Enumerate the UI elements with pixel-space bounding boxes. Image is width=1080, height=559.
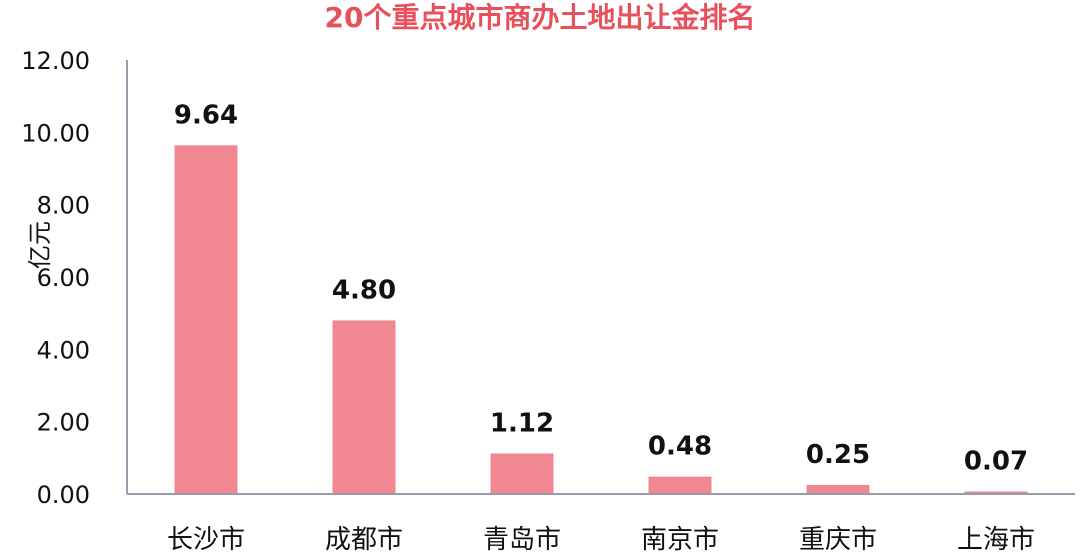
x-category-label: 上海市 bbox=[957, 525, 1035, 555]
data-label: 0.25 bbox=[806, 440, 870, 470]
data-label: 9.64 bbox=[174, 100, 238, 130]
y-tick-label: 0.00 bbox=[37, 481, 90, 509]
bar-1 bbox=[174, 145, 238, 494]
y-tick-label: 10.00 bbox=[21, 119, 90, 147]
x-category-label: 南京市 bbox=[641, 525, 719, 555]
bar-4 bbox=[648, 476, 712, 494]
bar-3 bbox=[490, 453, 554, 494]
data-label: 4.80 bbox=[332, 275, 396, 305]
bar-6 bbox=[964, 491, 1028, 494]
x-category-label: 成都市 bbox=[325, 525, 403, 555]
y-tick-label: 4.00 bbox=[37, 336, 90, 364]
data-label: 1.12 bbox=[490, 408, 554, 438]
y-tick-label: 6.00 bbox=[37, 264, 90, 292]
x-category-label: 青岛市 bbox=[483, 525, 561, 555]
y-axis: 0.00 2.00 4.00 6.00 8.00 10.00 12.00 亿元 bbox=[21, 47, 128, 509]
bars bbox=[174, 145, 1028, 494]
bar-2 bbox=[332, 320, 396, 494]
y-axis-title: 亿元 bbox=[26, 221, 54, 269]
chart-title: 20个重点城市商办土地出让金排名 bbox=[324, 1, 756, 34]
y-tick-label: 12.00 bbox=[21, 47, 90, 75]
y-tick-label: 2.00 bbox=[37, 409, 90, 437]
data-label: 0.48 bbox=[648, 432, 712, 462]
bar-5 bbox=[806, 484, 870, 494]
data-labels: 9.64 4.80 1.12 0.48 0.25 0.07 bbox=[174, 100, 1028, 476]
x-category-label: 长沙市 bbox=[167, 525, 245, 555]
x-category-label: 重庆市 bbox=[799, 525, 877, 555]
x-axis: 长沙市 成都市 青岛市 南京市 重庆市 上海市 bbox=[127, 493, 1075, 555]
data-label: 0.07 bbox=[964, 446, 1028, 476]
y-tick-label: 8.00 bbox=[37, 192, 90, 220]
